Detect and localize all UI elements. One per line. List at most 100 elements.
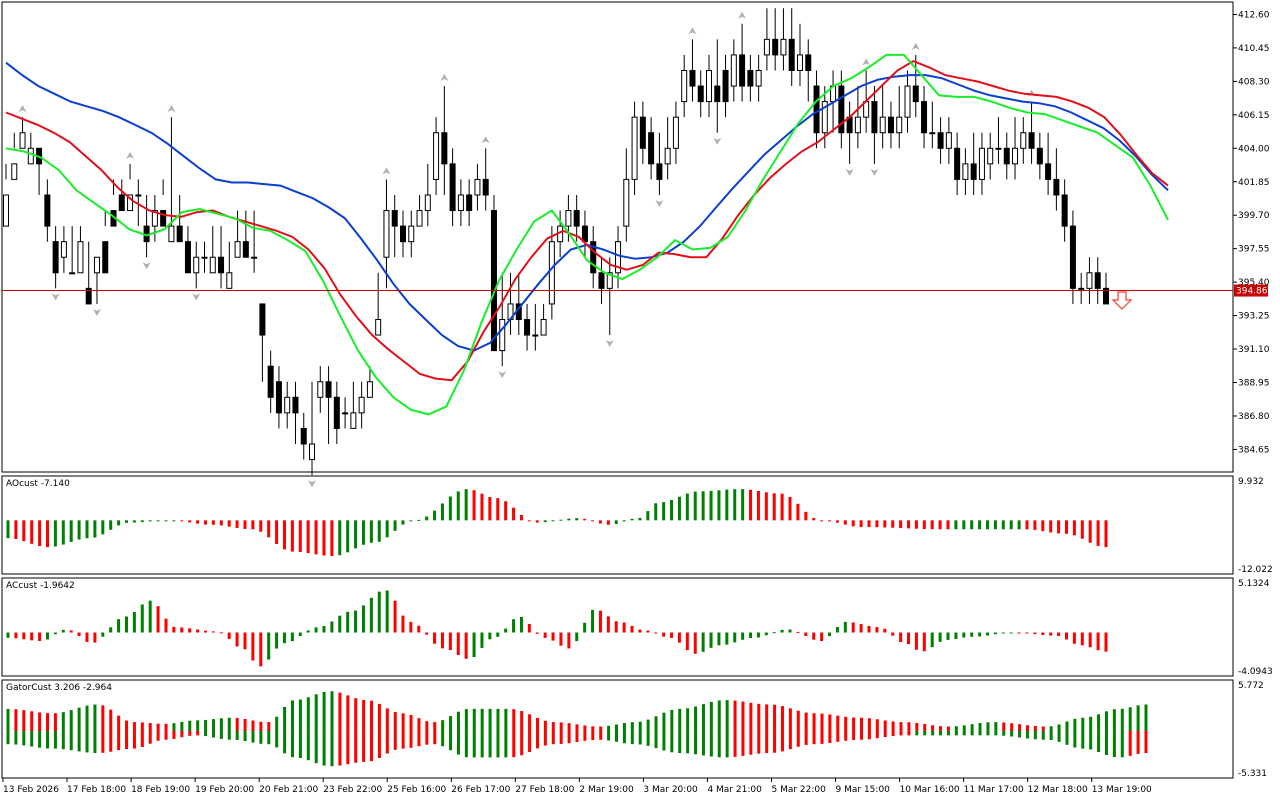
gator-lower-bar [6,730,10,745]
ac-bar [330,621,334,633]
ac-bar [851,622,855,633]
candle-down [52,241,59,274]
ac-bar [369,597,373,633]
ao-pane[interactable]: AOcust -7.140 9.932 -12.022 [6,477,1273,575]
candle-down [184,241,191,274]
candle-up [27,147,34,165]
gator-pane[interactable]: GatorCust 3.206 -2.964 5.772 -5.331 [6,681,1267,779]
price-pane[interactable]: 412.60 410.45 408.30 406.15 404.00 401.85 399.… [2,8,1270,488]
ac-bar [986,632,990,636]
gator-upper-bar [883,720,887,731]
gator-upper-bar [844,716,848,731]
ao-bar [314,520,318,555]
gator-lower-bar [441,730,445,747]
ac-bar [314,627,318,633]
ao-bar [1065,520,1069,534]
candle-down [689,69,696,87]
ao-bar [53,520,57,547]
ac-bar [828,632,832,637]
ac-bar [346,611,350,633]
fractal-up-icon [440,74,449,82]
ac-bar [938,632,942,642]
gator-lower-bar [615,730,619,742]
ao-bar [306,520,310,554]
ao-bar [559,519,563,521]
gator-lower-bar [172,730,176,739]
gator-upper-bar [1018,724,1022,731]
ao-bar [867,520,871,528]
gator-upper-bar [907,722,911,731]
candle-down [921,101,928,134]
ac-bar [1025,632,1029,634]
gator-upper-bar [417,718,421,731]
gator-lower-bar [773,730,777,753]
candle-up [1020,132,1027,149]
gator-upper-bar [338,692,342,731]
gator-upper-bar [954,726,958,731]
ac-bar [1057,632,1061,637]
gator-lower-bar [227,730,231,740]
ao-bar [180,520,184,522]
gator-lower-bar [670,730,674,753]
gator-upper-bar [828,714,832,731]
ao-bar [156,520,160,522]
candle-up [672,116,679,149]
candle-down [333,396,340,429]
ao-bar [820,520,824,522]
ac-bar [654,632,658,634]
ao-bar [788,496,792,521]
ao-bar [14,520,18,539]
fractal-up-icon [481,136,490,144]
candle-up [127,194,134,212]
candle-down [954,147,961,180]
gator-lower-bar [646,730,650,746]
gator-upper-bar [1120,708,1124,731]
gator-upper-bar [646,719,650,731]
candle-down [573,210,580,227]
ac-bar [670,632,674,638]
gator-upper-bar [251,720,255,731]
ac-bar [282,632,286,644]
time-label: 18 Feb 19:00 [131,785,190,795]
gator-upper-bar [1073,718,1077,731]
ao-bar [606,520,610,525]
gator-upper-bar [1025,725,1029,731]
gator-lower-bar [954,730,958,736]
price-tick-label: 401.85 [1238,178,1270,188]
candle-up [1012,147,1019,165]
gator-upper-bar [46,713,50,731]
ao-bar [741,489,745,521]
ac-bar [109,627,113,633]
ac-bar [267,632,271,660]
gator-lower-bar [275,730,279,748]
candle-up [69,272,76,275]
candle-up [424,194,431,212]
candle-down [399,225,406,243]
ac-bar [591,609,595,633]
fractal-down-icon [498,371,507,379]
gator-upper-bar [1049,726,1053,731]
ao-bar [843,520,847,525]
candle-down [1028,132,1035,149]
ao-bar [796,503,800,521]
price-tick-label: 406.15 [1238,111,1270,121]
gator-upper-bar [852,717,856,731]
fractal-up-icon [911,42,920,50]
gator-lower-bar [38,730,42,748]
ao-bar [148,520,152,522]
candle-down [267,365,274,398]
gator-upper-bar [757,703,761,731]
ac-pane[interactable]: ACcust -1.9642 5.1324 -4.0943 [6,579,1273,677]
chart-panes [1,1,1234,779]
gator-upper-bar [686,708,690,731]
candle-up [929,132,936,135]
gator-lower-bar [314,730,318,764]
ao-bar [1049,520,1053,533]
candle-down [1036,147,1043,165]
gator-upper-bar [30,711,34,731]
candle-up [11,163,18,180]
gator-upper-bar [148,723,152,731]
gator-upper-bar [567,723,571,731]
ac-bar [630,625,634,633]
